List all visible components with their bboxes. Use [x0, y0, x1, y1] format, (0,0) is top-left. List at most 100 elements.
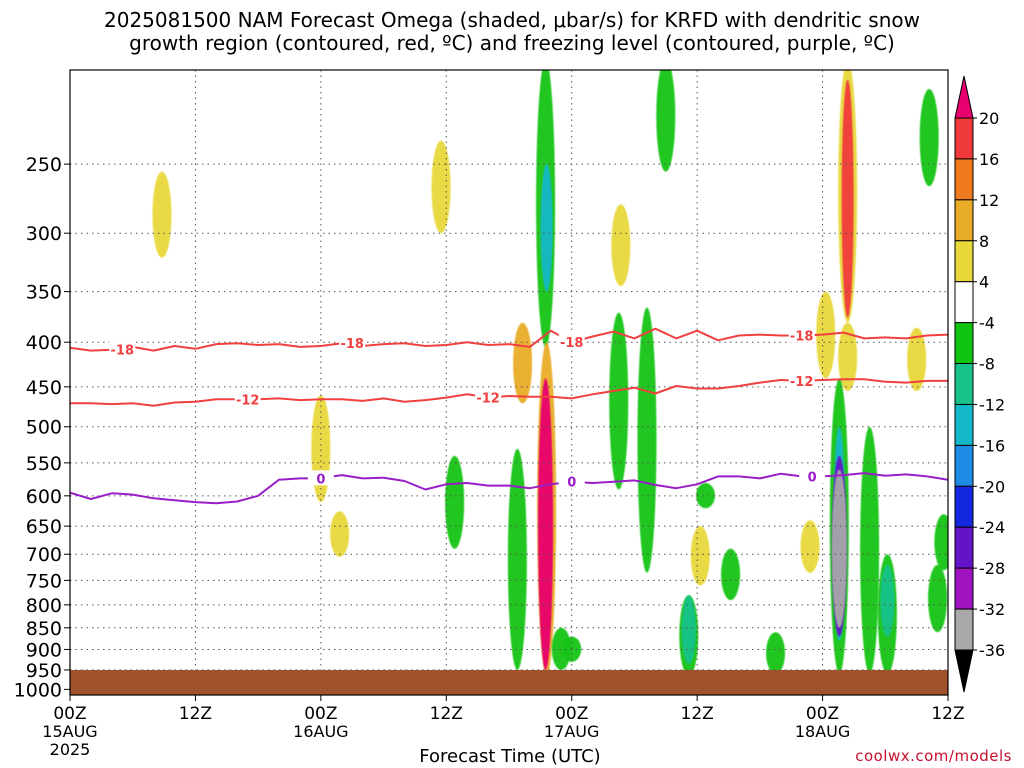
- dgz-minus18-contour-label-bg: [558, 334, 585, 350]
- omega-blob: [841, 79, 854, 318]
- dgz-minus12-contour-label-bg: [475, 389, 502, 405]
- colorbar-label: 12: [979, 191, 999, 210]
- x-tick-date-label: 17AUG: [544, 722, 599, 741]
- dgz-minus18-contour-label-bg: [788, 327, 815, 343]
- y-tick-label: 650: [26, 516, 62, 538]
- x-tick-label: 12Z: [931, 704, 964, 724]
- colorbar: 20 16 12 8 4 -4 -8 -12 -16 -20 -24 -28 -32 -36: [954, 75, 1005, 693]
- colorbar-box: [954, 485, 974, 528]
- omega-blob: [656, 70, 676, 172]
- colorbar-label: 4: [979, 273, 989, 292]
- omega-blob: [800, 520, 820, 573]
- y-tick-label: 550: [26, 453, 62, 475]
- colorbar-label: -8: [979, 355, 995, 374]
- y-tick-label: 500: [26, 417, 62, 439]
- axis-ticks: 2503003504004505005506006507007508008509…: [14, 154, 965, 759]
- omega-blob: [860, 426, 880, 674]
- omega-blob: [507, 448, 527, 670]
- omega-blob: [431, 140, 451, 234]
- colorbar-label: 16: [979, 150, 999, 169]
- omega-blob: [551, 627, 571, 670]
- colorbar-label: -32: [979, 600, 1005, 619]
- omega-blob: [513, 322, 533, 404]
- freezing-level-contour-label: 0: [316, 472, 325, 487]
- omega-blob: [766, 632, 786, 674]
- temperature-contours: -18 -18 -18 -18 -12 -12 -12 0 0 0: [70, 327, 948, 505]
- x-tick-date-label: 18AUG: [795, 722, 850, 741]
- omega-blob: [330, 511, 350, 557]
- colorbar-top-arrow: [954, 75, 974, 119]
- omega-blob: [696, 482, 716, 509]
- colorbar-box: [954, 199, 974, 242]
- colorbar-box: [954, 444, 974, 487]
- credit-text: coolwx.com/models: [855, 747, 1012, 765]
- colorbar-label: 8: [979, 232, 989, 251]
- dgz-minus12-contour-label-bg: [234, 391, 261, 407]
- omega-blob: [538, 378, 554, 670]
- omega-blob: [681, 595, 696, 664]
- colorbar-box: [954, 240, 974, 283]
- colorbar-box: [954, 608, 974, 651]
- dgz-minus18-contour-label: -18: [111, 344, 135, 359]
- freezing-level-contour-label-bg: [307, 470, 334, 486]
- dgz-minus18-contour-label-bg: [109, 341, 136, 357]
- ground-surface: [70, 670, 948, 695]
- omega-blob: [611, 204, 631, 287]
- y-tick-label: 900: [26, 639, 62, 661]
- omega-blob: [838, 322, 858, 392]
- omega-blob: [690, 526, 710, 586]
- x-tick-label: 00Z: [53, 704, 86, 724]
- omega-blob: [919, 88, 939, 187]
- omega-blob: [721, 548, 741, 601]
- colorbar-box: [954, 117, 974, 160]
- freezing-level-contour-label-bg: [558, 473, 585, 489]
- x-tick-label: 00Z: [806, 704, 839, 724]
- omega-blob: [637, 307, 657, 573]
- omega-blob: [609, 312, 629, 490]
- colorbar-label: -4: [979, 314, 995, 333]
- dgz-minus12-contour-label: -12: [476, 392, 500, 407]
- omega-blob: [934, 514, 948, 571]
- dgz-minus18-contour-label: -18: [340, 337, 364, 352]
- x-axis-title: Forecast Time (UTC): [419, 746, 601, 767]
- colorbar-box: [954, 403, 974, 446]
- omega-blob: [880, 564, 895, 637]
- y-tick-label: 700: [26, 544, 62, 566]
- x-tick-date-label: 15AUG: [42, 722, 97, 741]
- colorbar-label: -36: [979, 641, 1005, 660]
- freezing-level-contour-label: 0: [567, 476, 576, 491]
- y-tick-label: 400: [26, 332, 62, 354]
- y-tick-label: 450: [26, 377, 62, 399]
- x-tick-label: 00Z: [304, 704, 337, 724]
- omega-blob: [928, 564, 948, 633]
- dgz-minus12-contour-label: -12: [790, 375, 814, 390]
- omega-blob: [907, 327, 927, 392]
- omega-blob: [445, 455, 465, 549]
- x-tick-date-label: 16AUG: [293, 722, 348, 741]
- dgz-minus18-contour-label: -18: [790, 330, 814, 345]
- colorbar-label: -20: [979, 477, 1005, 496]
- colorbar-box: [954, 158, 974, 201]
- y-tick-label: 850: [26, 618, 62, 640]
- colorbar-box: [954, 363, 974, 405]
- omega-blob: [152, 171, 172, 258]
- colorbar-label: -24: [979, 518, 1005, 537]
- colorbar-box: [954, 567, 974, 610]
- y-tick-label: 250: [26, 154, 62, 176]
- y-tick-label: 800: [26, 595, 62, 617]
- freezing-level-contour-label: 0: [808, 470, 817, 485]
- chart-title-line1: 2025081500 NAM Forecast Omega (shaded, μ…: [104, 8, 920, 32]
- colorbar-label: -28: [979, 559, 1005, 578]
- y-tick-label: 1000: [14, 679, 62, 701]
- colorbar-box: [954, 526, 974, 569]
- y-tick-label: 600: [26, 486, 62, 508]
- colorbar-label: 20: [979, 109, 999, 128]
- colorbar-label: -12: [979, 395, 1005, 414]
- colorbar-label: -16: [979, 436, 1005, 455]
- dgz-minus12-contour-label: -12: [236, 393, 260, 408]
- colorbar-box: [954, 281, 974, 324]
- x-tick-label: 12Z: [681, 704, 714, 724]
- colorbar-box: [954, 322, 974, 365]
- y-tick-label: 300: [26, 223, 62, 245]
